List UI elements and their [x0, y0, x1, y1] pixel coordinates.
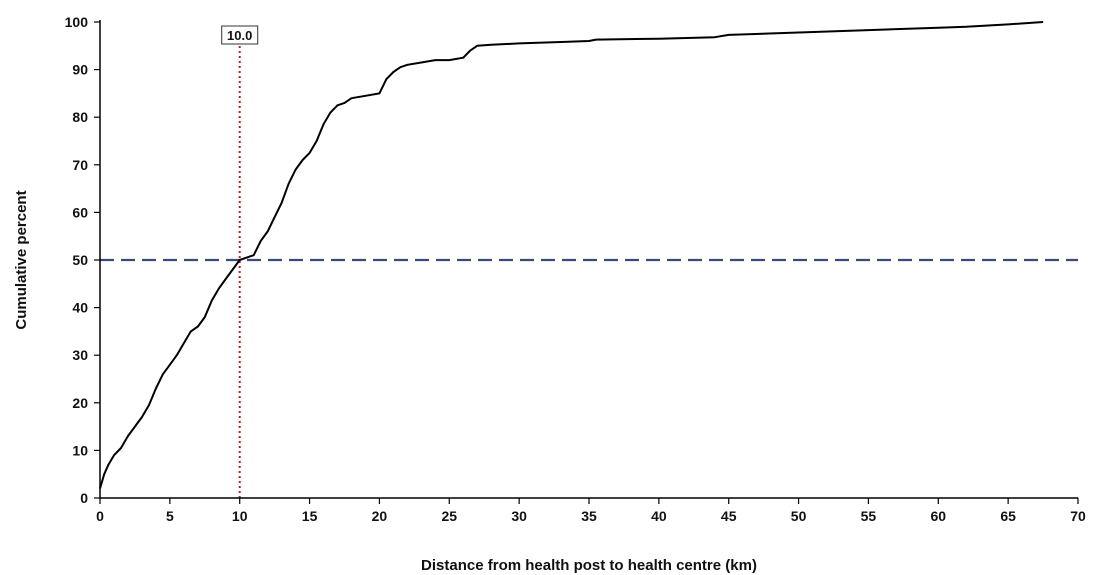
y-tick-label: 50 — [72, 252, 88, 268]
y-tick-label: 40 — [72, 300, 88, 316]
x-tick-label: 0 — [96, 508, 104, 524]
y-axis-title: Cumulative percent — [13, 190, 30, 329]
x-tick-label: 30 — [511, 508, 527, 524]
y-tick-label: 90 — [72, 62, 88, 78]
x-tick-label: 25 — [441, 508, 457, 524]
x-tick-label: 35 — [581, 508, 597, 524]
y-tick-label: 0 — [80, 490, 88, 506]
y-tick-label: 60 — [72, 204, 88, 220]
x-tick-label: 45 — [721, 508, 737, 524]
x-axis-title: Distance from health post to health cent… — [421, 557, 757, 574]
x-tick-label: 55 — [861, 508, 877, 524]
x-tick-label: 10 — [232, 508, 248, 524]
x-tick-label: 65 — [1000, 508, 1016, 524]
x-tick-label: 20 — [372, 508, 388, 524]
x-tick-label: 5 — [166, 508, 174, 524]
reference-label-box — [221, 25, 259, 45]
x-tick-label: 50 — [791, 508, 807, 524]
series-line — [99, 21, 1044, 489]
x-tick-label: 60 — [930, 508, 946, 524]
y-tick-label: 100 — [65, 14, 89, 30]
y-tick-label: 30 — [72, 347, 88, 363]
x-tick-label: 40 — [651, 508, 667, 524]
reference-label: 10.0 — [227, 28, 252, 43]
y-tick-label: 20 — [72, 395, 88, 411]
x-tick-label: 15 — [302, 508, 318, 524]
y-tick-label: 80 — [72, 109, 88, 125]
x-tick-label: 70 — [1070, 508, 1086, 524]
y-tick-label: 10 — [72, 442, 88, 458]
y-tick-label: 70 — [72, 157, 88, 173]
